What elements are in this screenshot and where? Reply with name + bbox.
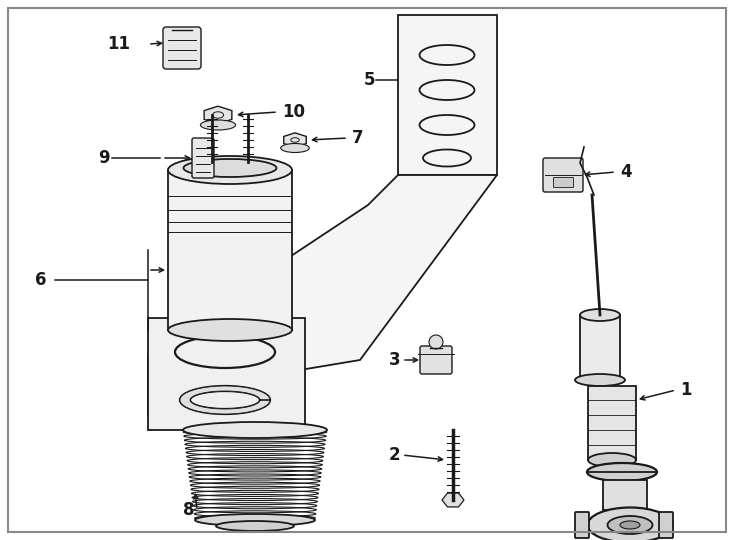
Bar (168, 170, 292, 330)
Ellipse shape (608, 516, 653, 534)
Ellipse shape (168, 319, 292, 341)
Polygon shape (398, 15, 497, 175)
Ellipse shape (195, 514, 315, 526)
Ellipse shape (580, 309, 620, 321)
Ellipse shape (587, 463, 657, 481)
Text: 4: 4 (620, 163, 632, 181)
Text: 7: 7 (352, 129, 363, 147)
Bar (553, 177, 573, 187)
Bar (588, 386, 636, 460)
FancyBboxPatch shape (575, 512, 589, 538)
Ellipse shape (587, 508, 672, 540)
Text: 11: 11 (107, 35, 130, 53)
Polygon shape (442, 493, 464, 507)
Bar (603, 480, 647, 510)
Ellipse shape (168, 156, 292, 184)
Ellipse shape (216, 521, 294, 531)
Ellipse shape (280, 144, 309, 152)
FancyBboxPatch shape (192, 138, 214, 178)
Text: 5: 5 (363, 71, 375, 89)
Polygon shape (148, 175, 497, 415)
Text: 1: 1 (680, 381, 691, 399)
Ellipse shape (620, 521, 640, 529)
Text: 6: 6 (35, 271, 46, 289)
Circle shape (429, 335, 443, 349)
Text: 3: 3 (388, 351, 400, 369)
Text: 10: 10 (282, 103, 305, 121)
FancyBboxPatch shape (420, 346, 452, 374)
Ellipse shape (575, 374, 625, 386)
FancyBboxPatch shape (543, 158, 583, 192)
Ellipse shape (200, 120, 236, 130)
Polygon shape (204, 106, 232, 124)
Ellipse shape (588, 453, 636, 467)
Bar (148, 318, 305, 430)
Text: 2: 2 (388, 446, 400, 464)
FancyBboxPatch shape (163, 27, 201, 69)
Bar (580, 315, 620, 380)
FancyBboxPatch shape (659, 512, 673, 538)
Text: 8: 8 (184, 501, 195, 519)
Polygon shape (284, 133, 306, 147)
Polygon shape (180, 386, 270, 414)
Text: 9: 9 (98, 149, 110, 167)
Ellipse shape (183, 422, 327, 438)
Ellipse shape (184, 159, 277, 177)
